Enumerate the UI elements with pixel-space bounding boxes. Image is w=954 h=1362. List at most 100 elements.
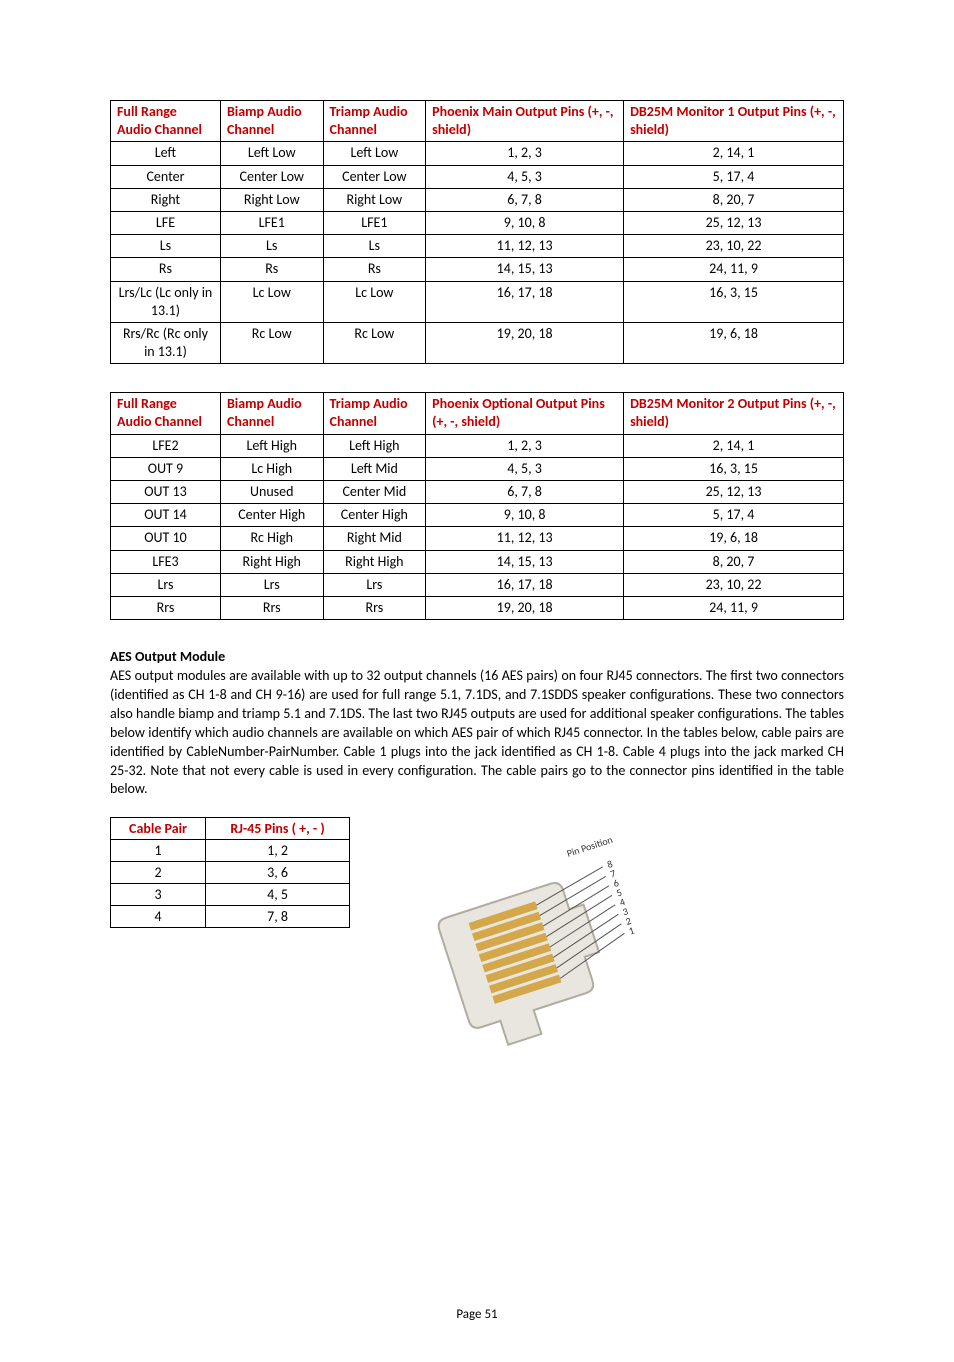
table-cell: Right High <box>323 550 426 573</box>
table2-header: Biamp Audio Channel <box>220 393 323 434</box>
table-row: 47, 8 <box>111 906 350 928</box>
table-cell: Ls <box>323 235 426 258</box>
table-row: OUT 10Rc HighRight Mid11, 12, 1319, 6, 1… <box>111 527 844 550</box>
table-cell: 23, 10, 22 <box>624 235 844 258</box>
table-cell: Lrs/Lc (Lc only in 13.1) <box>111 281 221 322</box>
table2-header: Triamp Audio Channel <box>323 393 426 434</box>
table-cell: Rc Low <box>220 322 323 363</box>
table-cell: Rc Low <box>323 322 426 363</box>
table-cell: 11, 12, 13 <box>426 527 624 550</box>
table-cell: 19, 6, 18 <box>624 527 844 550</box>
table2-header: DB25M Monitor 2 Output Pins (+, -, shiel… <box>624 393 844 434</box>
table-cell: Rs <box>323 258 426 281</box>
table-row: OUT 9Lc HighLeft Mid4, 5, 316, 3, 15 <box>111 457 844 480</box>
table-cell: 25, 12, 13 <box>624 481 844 504</box>
table-cell: Ls <box>220 235 323 258</box>
table-cell: 19, 20, 18 <box>426 596 624 619</box>
table-cell: Rrs <box>220 596 323 619</box>
table-cell: 4, 5, 3 <box>426 165 624 188</box>
table-cell: 1, 2, 3 <box>426 142 624 165</box>
table-cell: LFE1 <box>220 211 323 234</box>
table-row: RrsRrsRrs19, 20, 1824, 11, 9 <box>111 596 844 619</box>
table-row: Rrs/Rc (Rc only in 13.1)Rc LowRc Low19, … <box>111 322 844 363</box>
table-cell: 3 <box>111 884 206 906</box>
table-row: OUT 13UnusedCenter Mid6, 7, 825, 12, 13 <box>111 481 844 504</box>
table-cell: Lc Low <box>220 281 323 322</box>
table-cell: OUT 10 <box>111 527 221 550</box>
table-cell: Rrs/Rc (Rc only in 13.1) <box>111 322 221 363</box>
lower-row: Cable Pair RJ-45 Pins ( +, - ) 11, 223, … <box>110 817 844 1077</box>
section-body: AES output modules are available with up… <box>110 667 844 799</box>
table-cell: Center Mid <box>323 481 426 504</box>
table-cell: 9, 10, 8 <box>426 504 624 527</box>
table-cell: 6, 7, 8 <box>426 481 624 504</box>
table1-header: DB25M Monitor 1 Output Pins (+, -, shiel… <box>624 101 844 142</box>
table1-header: Phoenix Main Output Pins (+, -, shield) <box>426 101 624 142</box>
table-cell: OUT 9 <box>111 457 221 480</box>
table-cell: 9, 10, 8 <box>426 211 624 234</box>
table1-header: Triamp Audio Channel <box>323 101 426 142</box>
table-cell: Left Low <box>220 142 323 165</box>
table-row: LFE3Right HighRight High14, 15, 138, 20,… <box>111 550 844 573</box>
table-cell: 5, 17, 4 <box>624 504 844 527</box>
table-cell: Right Low <box>220 188 323 211</box>
table-cell: 1, 2, 3 <box>426 434 624 457</box>
table-cell: LFE <box>111 211 221 234</box>
table-row: Lrs/Lc (Lc only in 13.1)Lc LowLc Low16, … <box>111 281 844 322</box>
table-main-output: Full Range Audio Channel Biamp Audio Cha… <box>110 100 844 364</box>
table-cell: Lc High <box>220 457 323 480</box>
svg-text:1: 1 <box>627 924 636 938</box>
rj45-pin-position-label: Pin Position <box>565 833 614 860</box>
table-cell: Lrs <box>323 573 426 596</box>
table-cell: LFE2 <box>111 434 221 457</box>
table-row: LFELFE1LFE19, 10, 825, 12, 13 <box>111 211 844 234</box>
table-cell: 24, 11, 9 <box>624 258 844 281</box>
table-cell: Center <box>111 165 221 188</box>
table-cable-pair: Cable Pair RJ-45 Pins ( +, - ) 11, 223, … <box>110 817 350 928</box>
table-row: LFE2Left HighLeft High1, 2, 32, 14, 1 <box>111 434 844 457</box>
table-cell: OUT 14 <box>111 504 221 527</box>
table-row: 34, 5 <box>111 884 350 906</box>
table-cell: 24, 11, 9 <box>624 596 844 619</box>
table-cell: 16, 3, 15 <box>624 457 844 480</box>
page-content: Full Range Audio Channel Biamp Audio Cha… <box>0 0 954 1362</box>
table-cell: 23, 10, 22 <box>624 573 844 596</box>
table-cell: 1, 2 <box>206 840 350 862</box>
table-cell: Right Mid <box>323 527 426 550</box>
table-cell: 16, 17, 18 <box>426 281 624 322</box>
table-cell: Lrs <box>111 573 221 596</box>
table-cell: 11, 12, 13 <box>426 235 624 258</box>
table-cell: OUT 13 <box>111 481 221 504</box>
table-cell: Ls <box>111 235 221 258</box>
table-cell: Rrs <box>111 596 221 619</box>
table-cell: LFE3 <box>111 550 221 573</box>
table-cell: Rrs <box>323 596 426 619</box>
table-cell: Right High <box>220 550 323 573</box>
table-cell: 25, 12, 13 <box>624 211 844 234</box>
table-row: 23, 6 <box>111 862 350 884</box>
table-cell: Left High <box>323 434 426 457</box>
table-cell: Unused <box>220 481 323 504</box>
table-row: LeftLeft LowLeft Low1, 2, 32, 14, 1 <box>111 142 844 165</box>
table-cell: Left <box>111 142 221 165</box>
table-cell: 3, 6 <box>206 862 350 884</box>
table-cell: 2 <box>111 862 206 884</box>
table-cell: 14, 15, 13 <box>426 550 624 573</box>
table2-header: Phoenix Optional Output Pins (+, -, shie… <box>426 393 624 434</box>
table-cell: 19, 20, 18 <box>426 322 624 363</box>
table-cell: 8, 20, 7 <box>624 188 844 211</box>
table-cell: Rs <box>220 258 323 281</box>
table-cell: Rs <box>111 258 221 281</box>
table-cell: 16, 17, 18 <box>426 573 624 596</box>
table-cell: Right Low <box>323 188 426 211</box>
table2-header: Full Range Audio Channel <box>111 393 221 434</box>
table3-header: Cable Pair <box>111 818 206 840</box>
table-cell: 4, 5 <box>206 884 350 906</box>
table-cell: Center High <box>323 504 426 527</box>
table-cell: Lrs <box>220 573 323 596</box>
table-cell: 16, 3, 15 <box>624 281 844 322</box>
table-cell: Center High <box>220 504 323 527</box>
rj45-connector-diagram: Pin Position 8 7 6 5 4 3 2 1 <box>420 817 680 1077</box>
table-cell: 8, 20, 7 <box>624 550 844 573</box>
page-footer: Page 51 <box>110 1307 844 1322</box>
